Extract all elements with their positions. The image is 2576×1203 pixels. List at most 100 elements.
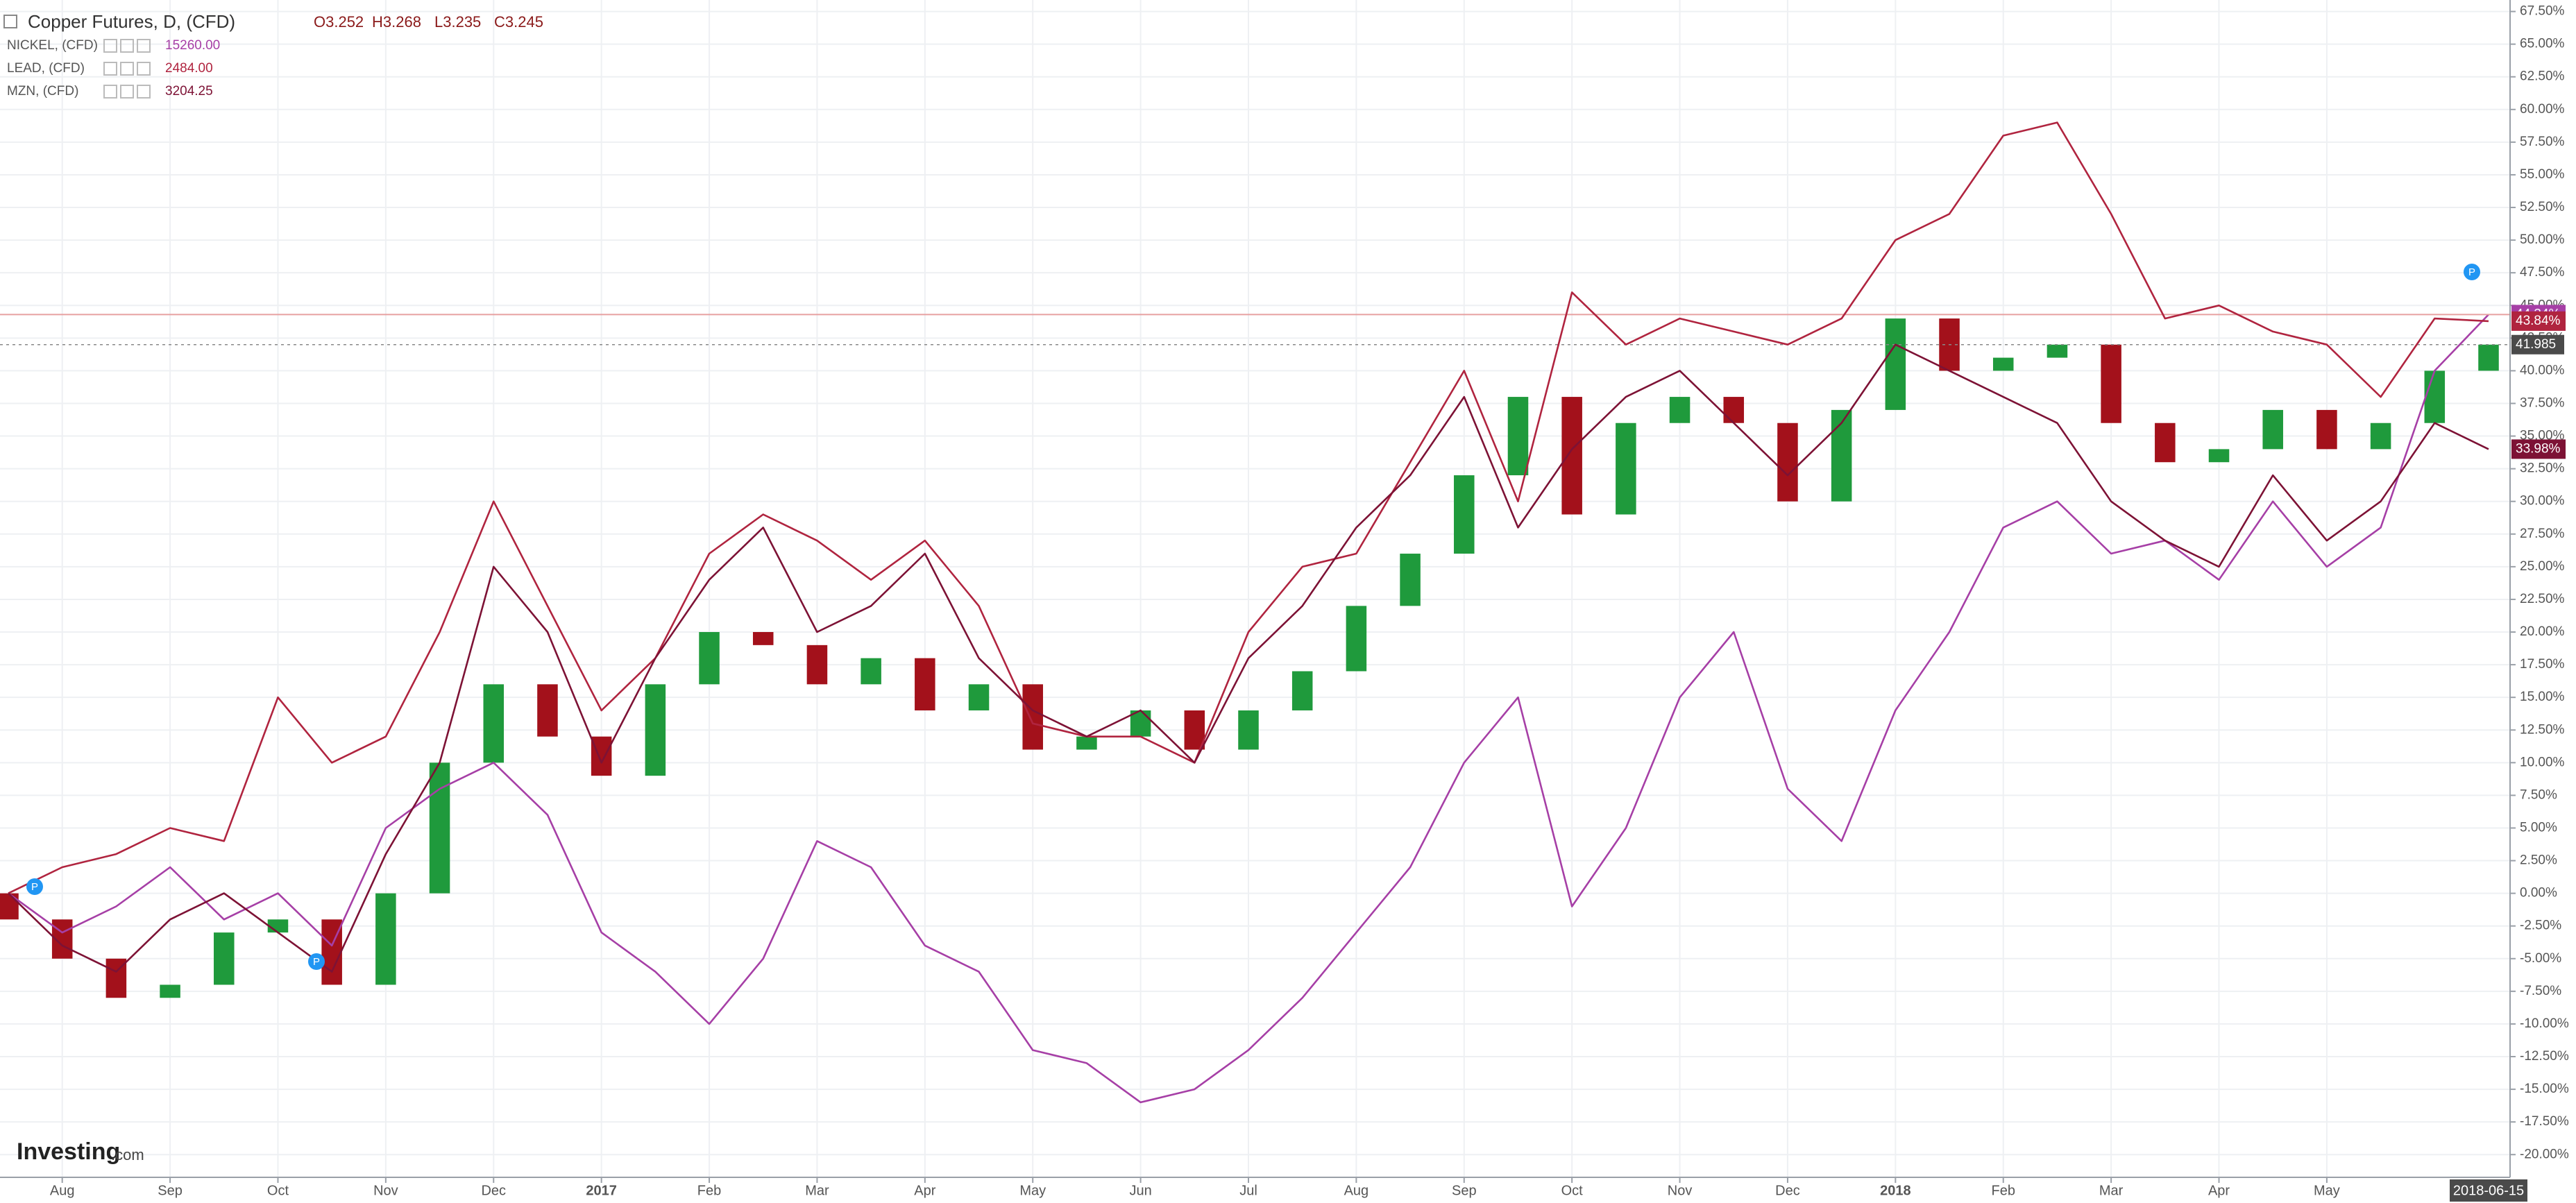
y-tick-label: 50.00% (2520, 232, 2565, 247)
y-tick-label: 20.00% (2520, 624, 2565, 639)
x-tick-label: May (1019, 1183, 1046, 1198)
candle-body (2370, 423, 2391, 450)
series-line (8, 343, 2489, 973)
x-tick-label: 2017 (586, 1183, 617, 1198)
event-marker[interactable] (2464, 264, 2480, 280)
candle-body (1238, 710, 1259, 750)
candle-body (1669, 397, 1690, 423)
legend-icon (103, 62, 117, 76)
candle-body (2208, 449, 2230, 463)
candle-body (537, 684, 558, 737)
candle-body (1561, 397, 1582, 515)
y-tick-label: 15.00% (2520, 690, 2565, 704)
candle-body (2424, 370, 2446, 423)
candle-body (2262, 409, 2283, 450)
price-tag-label: 41.985 (2516, 337, 2556, 352)
axes-layer: 67.50% 65.00% 62.50% 60.00% 57.50% 55.00% 52.5… (50, 4, 2569, 1202)
x-tick-label: 2018-06-15 (2453, 1183, 2524, 1198)
x-tick-label: Dec (1775, 1183, 1800, 1198)
candle-body (806, 645, 828, 685)
candle-body (861, 658, 881, 685)
ohlc-low: L3.235 (434, 13, 481, 31)
y-tick-label: 55.00% (2520, 167, 2565, 182)
x-tick-label: Jul (1239, 1183, 1257, 1198)
candle-body (1616, 423, 1636, 515)
x-tick-label: Sep (158, 1183, 183, 1198)
legend-icon (137, 85, 151, 99)
ohlc-open: O3.252 (314, 13, 364, 31)
x-tick-label: Aug (1344, 1183, 1369, 1198)
x-tick-label: Feb (1992, 1183, 2015, 1198)
y-tick-label: 5.00% (2520, 820, 2557, 835)
y-tick-label: 22.50% (2520, 592, 2565, 606)
x-tick-label: May (2314, 1183, 2340, 1198)
event-marker-label: P (313, 956, 320, 968)
candle-body (1076, 736, 1097, 750)
candle-body (1723, 397, 1745, 423)
candle-body (1291, 671, 1313, 710)
x-tick-label: Dec (481, 1183, 506, 1198)
y-tick-label: 52.50% (2520, 200, 2565, 214)
y-tick-label: -20.00% (2520, 1147, 2569, 1161)
price-tag (2511, 311, 2566, 331)
candle-body (2478, 344, 2499, 371)
y-tick-label: 65.00% (2520, 37, 2565, 51)
y-tick-label: 37.50% (2520, 395, 2565, 410)
x-tick-label: Oct (267, 1183, 289, 1198)
x-tick-label: Nov (373, 1183, 398, 1198)
legend-icon (137, 62, 151, 76)
x-tick-label: 2018 (1880, 1183, 1911, 1198)
candle-body (429, 762, 450, 894)
legend-series-name: LEAD, (CFD) (7, 61, 85, 76)
legend-icon (120, 39, 134, 53)
price-tag-label: 43.84% (2516, 314, 2561, 328)
candle-body (2047, 344, 2068, 358)
collapse-icon[interactable] (3, 15, 17, 28)
y-tick-label: 2.50% (2520, 853, 2557, 868)
price-tag (2511, 334, 2564, 355)
legend-icon (103, 39, 117, 53)
y-tick-label: 62.50% (2520, 69, 2565, 84)
x-tick-label: Aug (50, 1183, 75, 1198)
candle-body (1831, 409, 1852, 502)
candle-body (1130, 710, 1151, 737)
candle-body (267, 919, 289, 933)
candle-body (1992, 357, 2014, 371)
plot-layer (0, 121, 2510, 1104)
candle-body (1454, 475, 1475, 554)
price-tag (2511, 439, 2566, 459)
candle-body (2155, 423, 2176, 463)
candle-body (752, 632, 774, 645)
y-tick-label: 57.50% (2520, 135, 2565, 149)
candle-body (915, 658, 935, 710)
y-tick-label: 12.50% (2520, 722, 2565, 737)
candle-body (160, 984, 180, 998)
event-marker[interactable] (26, 878, 43, 895)
legend-icon (137, 39, 151, 53)
logo: Investing (17, 1138, 120, 1165)
candle-body (1022, 684, 1043, 750)
event-marker-label: P (2468, 266, 2475, 278)
markers: P P P (26, 264, 2480, 970)
x-tick-label: Apr (914, 1183, 935, 1198)
y-tick-label: 40.00% (2520, 363, 2565, 377)
y-tick-label: -7.50% (2520, 984, 2561, 998)
candle-body (2101, 344, 2121, 423)
y-tick-label: -12.50% (2520, 1049, 2569, 1064)
y-tick-label: 60.00% (2520, 102, 2565, 117)
candle-body (483, 684, 505, 763)
event-marker[interactable] (308, 953, 325, 970)
y-tick-label: -5.00% (2520, 951, 2561, 966)
x-tick-label: Mar (2099, 1183, 2124, 1198)
candle-body (645, 684, 666, 776)
candle-body (375, 893, 396, 985)
y-tick-label: 7.50% (2520, 787, 2557, 802)
candle-body (1184, 710, 1205, 750)
legend-icon (103, 85, 117, 99)
y-tick-label: 17.50% (2520, 657, 2565, 672)
legend-series-value: 2484.00 (165, 61, 213, 76)
x-tick-label: Sep (1452, 1183, 1477, 1198)
